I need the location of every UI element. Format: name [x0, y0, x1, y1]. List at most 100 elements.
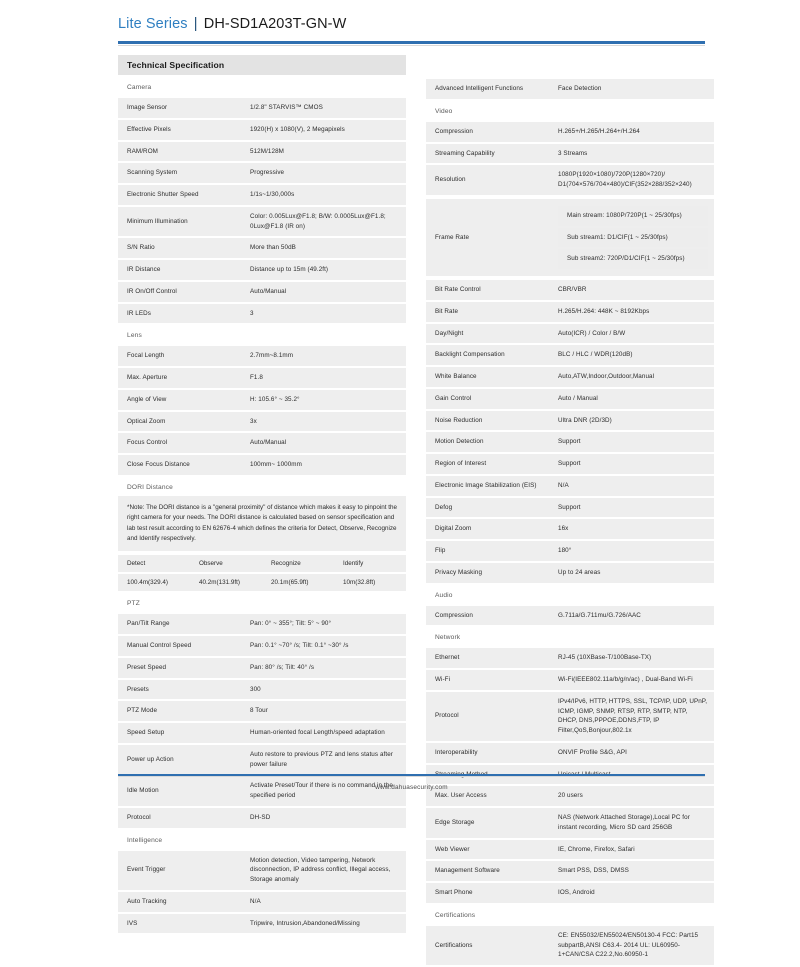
spec-label: Auto Tracking: [118, 891, 241, 912]
table-row: Scanning System Progressive: [118, 163, 406, 183]
table-row: Optical Zoom 3x: [118, 411, 406, 432]
spec-label: Focus Control: [118, 433, 241, 453]
spec-table: Certifications CE: EN55032/EN55024/EN5013…: [426, 924, 714, 967]
spec-label: Protocol: [118, 807, 241, 828]
table-row: Smart Phone IOS, Android: [426, 883, 714, 903]
spec-label: Gain Control: [426, 388, 549, 409]
footer-thin-rule: [118, 776, 705, 777]
list-item: Sub stream1: D1/CIF(1 ~ 25/30fps): [558, 227, 708, 248]
group-title-audio: Audio: [435, 591, 453, 599]
spec-label: RAM/ROM: [118, 141, 241, 162]
table-row: Interoperability ONVIF Profile S&G, API: [426, 742, 714, 763]
table-row: Frame Rate Main stream: 1080P/720P(1 ~ 25…: [426, 198, 714, 276]
spec-value: H.265+/H.265/H.264+/H.264: [549, 121, 714, 142]
frame-rate-item: Sub stream2: 720P/D1/CIF(1 ~ 25/30fps): [558, 249, 708, 269]
table-row: Region of Interest Support: [426, 454, 714, 474]
spec-label: White Balance: [426, 367, 549, 387]
spec-label: Digital Zoom: [426, 519, 549, 539]
left-column: Technical Specification Camera Image Sens…: [118, 55, 406, 935]
spec-value: Pan: 0.1° ~70° /s; Tilt: 0.1° ~30° /s: [241, 636, 406, 656]
spec-value: Pan: 0° ~ 355°; Tilt: 5° ~ 90°: [241, 614, 406, 634]
spec-label: Compression: [426, 605, 549, 626]
group-title-ptz: PTZ: [127, 600, 140, 608]
spec-label: Ethernet: [426, 648, 549, 668]
dori-header-row: Detect Observe Recognize Identify: [118, 555, 406, 573]
spec-value: Auto restore to previous PTZ and lens st…: [241, 744, 406, 775]
table-row: Event Trigger Motion detection, Video tam…: [118, 850, 406, 890]
spec-label: Advanced Intelligent Functions: [426, 79, 549, 99]
spec-label: Day/Night: [426, 323, 549, 344]
spec-label: Bit Rate: [426, 301, 549, 322]
spec-value: N/A: [241, 891, 406, 912]
spec-label: Management Software: [426, 861, 549, 881]
spec-label: Noise Reduction: [426, 410, 549, 431]
table-row: Streaming Capability 3 Streams: [426, 143, 714, 164]
spec-table: Compression G.711a/G.711mu/G.726/AAC: [426, 604, 714, 628]
spec-value: Human-oriented focal Length/speed adapta…: [241, 723, 406, 743]
spec-label: Protocol: [426, 691, 549, 741]
spec-value: IPv4/IPv6, HTTP, HTTPS, SSL, TCP/IP, UDP…: [549, 691, 714, 741]
spec-value: Support: [549, 454, 714, 474]
spec-value: NAS (Network Attached Storage),Local PC …: [549, 808, 714, 838]
frame-rate-table: Frame Rate Main stream: 1080P/720P(1 ~ 25…: [426, 197, 714, 278]
spec-value: 1/2.8" STARVIS™ CMOS: [241, 98, 406, 118]
spec-table: Compression H.265+/H.265/H.264+/H.264 Stre…: [426, 120, 714, 197]
table-row: Noise Reduction Ultra DNR (2D/3D): [426, 410, 714, 431]
table-row: Power up Action Auto restore to previous …: [118, 744, 406, 775]
frame-rate-item: Sub stream1: D1/CIF(1 ~ 25/30fps): [558, 227, 708, 248]
footer-website: www.dahuasecurity.com: [375, 784, 448, 791]
spec-value: Distance up to 15m (49.2ft): [241, 260, 406, 280]
dori-header-cell: Detect: [118, 555, 190, 573]
spec-label: Interoperability: [426, 742, 549, 763]
spec-label: IR On/Off Control: [118, 281, 241, 302]
spec-table: Event Trigger Motion detection, Video tam…: [118, 849, 406, 936]
spec-label: Region of Interest: [426, 454, 549, 474]
document-header: Lite Series | DH-SD1A203T-GN-W: [0, 0, 800, 46]
spec-value: IE, Chrome, Firefox, Safari: [549, 839, 714, 860]
table-row: Angle of View H: 105.6° ~ 35.2°: [118, 389, 406, 410]
spec-label: Web Viewer: [426, 839, 549, 860]
spec-value: Up to 24 areas: [549, 562, 714, 583]
spec-value: F1.8: [241, 368, 406, 388]
spec-label: Angle of View: [118, 389, 241, 410]
dori-note: *Note: The DORI distance is a "general p…: [118, 495, 406, 552]
spec-label: Frame Rate: [426, 198, 549, 276]
table-row: Resolution 1080P(1920×1080)/720P(1280×720…: [426, 165, 714, 195]
frame-rate-item: Main stream: 1080P/720P(1 ~ 25/30fps): [558, 205, 708, 226]
spec-value: 1/1s~1/30,000s: [241, 185, 406, 205]
spec-label: Speed Setup: [118, 723, 241, 743]
spec-label: Max. Aperture: [118, 368, 241, 388]
spec-value: RJ-45 (10XBase-T/100Base-TX): [549, 648, 714, 668]
spec-label: PTZ Mode: [118, 701, 241, 721]
table-row: Focus Control Auto/Manual: [118, 433, 406, 453]
spec-label: Compression: [426, 121, 549, 142]
spec-label: IVS: [118, 913, 241, 934]
group-title-video: Video: [435, 107, 453, 115]
spec-label: Backlight Compensation: [426, 345, 549, 365]
spec-value: Auto/Manual: [241, 433, 406, 453]
table-row: Ethernet RJ-45 (10XBase-T/100Base-TX): [426, 648, 714, 668]
spec-value: Color: 0.005Lux@F1.8; B/W: 0.0005Lux@F1.…: [241, 206, 406, 237]
spec-table: Focal Length 2.7mm~8.1mm Max. Aperture F1.8…: [118, 344, 406, 477]
group-title-camera: Camera: [127, 84, 152, 91]
spec-label: Close Focus Distance: [118, 455, 241, 475]
title-series: Lite Series: [118, 16, 188, 32]
dori-table: Detect Observe Recognize Identify 100.4m(329…: [118, 553, 406, 593]
spec-label: Presets: [118, 679, 241, 700]
spec-label: Flip: [426, 541, 549, 561]
right-column: Advanced Intelligent Functions Face Detec…: [426, 55, 714, 967]
table-row: Flip 180°: [426, 541, 714, 561]
group-title-lens: Lens: [127, 332, 142, 340]
spec-value: 16x: [549, 519, 714, 539]
footer-accent-rule: [118, 774, 705, 776]
spec-table: Advanced Intelligent Functions Face Detec…: [426, 77, 714, 101]
spec-columns: Technical Specification Camera Image Sens…: [0, 46, 800, 967]
table-row: Electronic Image Stabilization (EIS) N/A: [426, 475, 714, 496]
spec-table: Bit Rate Control CBR/VBR Bit Rate H.265/H.2…: [426, 278, 714, 585]
spec-label: Effective Pixels: [118, 119, 241, 140]
table-row: Max. Aperture F1.8: [118, 368, 406, 388]
header-accent-rule: [118, 41, 705, 44]
spec-value: ONVIF Profile S&G, API: [549, 742, 714, 763]
spec-label: Scanning System: [118, 163, 241, 183]
